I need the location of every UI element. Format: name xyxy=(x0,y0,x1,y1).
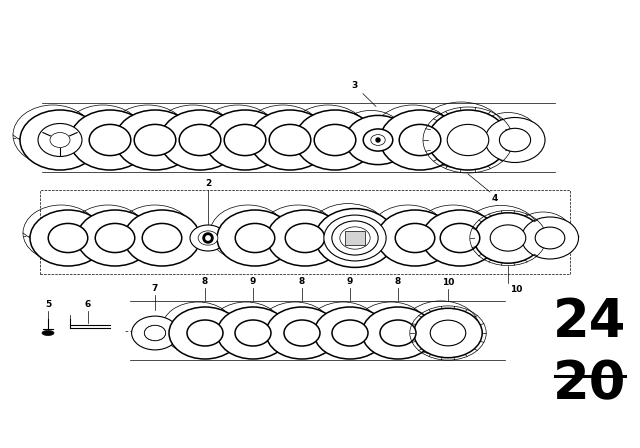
Ellipse shape xyxy=(314,307,386,359)
Ellipse shape xyxy=(485,117,545,163)
Ellipse shape xyxy=(48,224,88,253)
Ellipse shape xyxy=(284,320,320,346)
Ellipse shape xyxy=(134,125,176,155)
Ellipse shape xyxy=(169,307,241,359)
Circle shape xyxy=(376,138,380,142)
Text: 6: 6 xyxy=(85,300,91,309)
Ellipse shape xyxy=(198,231,218,245)
Text: 8: 8 xyxy=(395,277,401,286)
Ellipse shape xyxy=(324,215,386,261)
Text: 10: 10 xyxy=(510,285,522,294)
Ellipse shape xyxy=(160,110,240,170)
Ellipse shape xyxy=(30,210,106,266)
Ellipse shape xyxy=(50,133,70,147)
Text: 7: 7 xyxy=(152,284,158,293)
Ellipse shape xyxy=(217,307,289,359)
Ellipse shape xyxy=(269,125,311,155)
Ellipse shape xyxy=(187,320,223,346)
Ellipse shape xyxy=(414,308,482,358)
Text: 24: 24 xyxy=(554,296,627,348)
Circle shape xyxy=(203,233,213,243)
Ellipse shape xyxy=(285,224,324,253)
Ellipse shape xyxy=(422,210,498,266)
Ellipse shape xyxy=(115,110,195,170)
Text: 3: 3 xyxy=(352,82,376,107)
Ellipse shape xyxy=(95,224,135,253)
Ellipse shape xyxy=(295,110,375,170)
Ellipse shape xyxy=(490,225,526,251)
Text: 9: 9 xyxy=(347,277,353,286)
Ellipse shape xyxy=(380,110,460,170)
Text: 8: 8 xyxy=(299,277,305,286)
Ellipse shape xyxy=(380,320,416,346)
Ellipse shape xyxy=(447,125,489,155)
Bar xyxy=(40,190,570,274)
Bar xyxy=(345,231,365,246)
Ellipse shape xyxy=(332,221,378,255)
Text: 9: 9 xyxy=(250,277,256,286)
Text: 2: 2 xyxy=(205,179,211,188)
Ellipse shape xyxy=(315,209,395,267)
Ellipse shape xyxy=(266,307,338,359)
Ellipse shape xyxy=(145,325,166,340)
Text: 8: 8 xyxy=(202,277,208,286)
Text: 4: 4 xyxy=(492,194,499,203)
Text: 20: 20 xyxy=(554,358,627,410)
Ellipse shape xyxy=(205,110,285,170)
Ellipse shape xyxy=(124,210,200,266)
Ellipse shape xyxy=(430,320,466,346)
Ellipse shape xyxy=(70,110,150,170)
Ellipse shape xyxy=(522,217,579,259)
Ellipse shape xyxy=(77,210,153,266)
Ellipse shape xyxy=(217,210,293,266)
Ellipse shape xyxy=(371,134,385,146)
Ellipse shape xyxy=(377,210,453,266)
Ellipse shape xyxy=(364,129,393,151)
Ellipse shape xyxy=(132,316,179,350)
Ellipse shape xyxy=(224,125,266,155)
Ellipse shape xyxy=(340,227,370,249)
Ellipse shape xyxy=(535,227,565,249)
Ellipse shape xyxy=(38,124,82,156)
Ellipse shape xyxy=(145,325,166,340)
Ellipse shape xyxy=(142,224,182,253)
Ellipse shape xyxy=(499,128,531,152)
Ellipse shape xyxy=(89,125,131,155)
Ellipse shape xyxy=(399,125,441,155)
Ellipse shape xyxy=(314,125,356,155)
Text: 5: 5 xyxy=(45,300,51,309)
Circle shape xyxy=(206,236,210,240)
Ellipse shape xyxy=(20,110,100,170)
Text: 10: 10 xyxy=(442,278,454,287)
Ellipse shape xyxy=(345,116,411,164)
Ellipse shape xyxy=(267,210,343,266)
Ellipse shape xyxy=(236,224,275,253)
Ellipse shape xyxy=(440,224,480,253)
Ellipse shape xyxy=(362,307,434,359)
Ellipse shape xyxy=(250,110,330,170)
Ellipse shape xyxy=(42,331,54,336)
Ellipse shape xyxy=(332,320,368,346)
Ellipse shape xyxy=(428,110,508,170)
Ellipse shape xyxy=(190,225,226,251)
Ellipse shape xyxy=(474,213,542,263)
Ellipse shape xyxy=(179,125,221,155)
Ellipse shape xyxy=(235,320,271,346)
Ellipse shape xyxy=(396,224,435,253)
